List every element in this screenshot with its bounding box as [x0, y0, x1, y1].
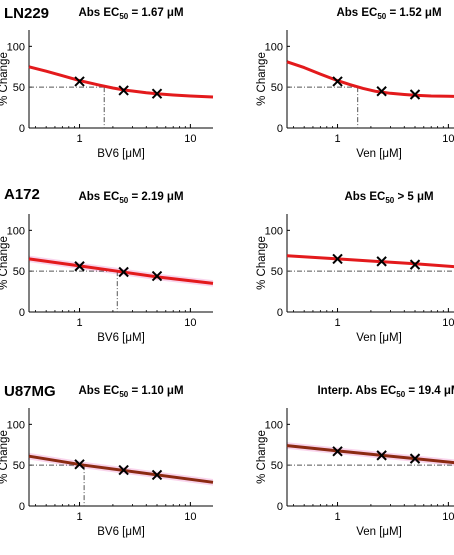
x-tick-label: 10 — [442, 133, 454, 145]
data-point-marker — [332, 446, 343, 457]
data-point-marker — [74, 76, 85, 87]
data-point-marker — [409, 89, 421, 100]
chart-title-suffix: = 19.4 μM — [405, 385, 454, 397]
chart-title: Abs EC50 = 2.19 μM — [78, 191, 183, 205]
data-point-marker — [376, 256, 387, 267]
y-tick-label: 0 — [277, 123, 283, 135]
chart-title: Interp. Abs EC50 = 19.4 μM — [317, 385, 454, 399]
y-tick-label: 100 — [7, 41, 25, 53]
x-tick-label: 10 — [184, 511, 196, 523]
y-tick-label: 0 — [277, 501, 283, 513]
y-tick-label: 100 — [265, 419, 283, 431]
fit-curve — [286, 254, 454, 269]
y-tick-label: 50 — [13, 266, 25, 278]
y-tick-label: 50 — [13, 82, 25, 94]
chart-title-subscript: 50 — [119, 12, 128, 21]
chart-title: Abs EC50 = 1.10 μM — [78, 385, 183, 399]
data-point-marker — [151, 88, 163, 99]
x-axis-label: BV6 [μM] — [97, 332, 145, 344]
y-tick-label: 100 — [265, 41, 283, 53]
chart-title-subscript: 50 — [385, 196, 394, 205]
chart-title-suffix: = 1.10 μM — [128, 385, 183, 397]
chart-title-prefix: Interp. Abs EC — [317, 385, 396, 397]
cell-line-label: LN229 — [4, 5, 49, 22]
chart-title-prefix: Abs EC — [344, 191, 385, 203]
x-axis-label: BV6 [μM] — [97, 148, 145, 160]
data-point-marker — [118, 266, 129, 278]
x-tick-label: 10 — [442, 317, 454, 329]
chart-title-suffix: = 1.52 μM — [386, 7, 441, 19]
chart-title-subscript: 50 — [119, 196, 128, 205]
chart-title-suffix: > 5 μM — [394, 191, 433, 203]
chart-title-subscript: 50 — [377, 12, 386, 21]
x-tick-label: 1 — [334, 133, 340, 145]
y-tick-label: 50 — [271, 460, 283, 472]
y-tick-label: 0 — [19, 501, 25, 513]
fit-curve — [28, 257, 214, 285]
x-tick-label: 1 — [76, 317, 82, 329]
y-axis-label: % Change — [256, 236, 268, 290]
x-tick-label: 1 — [76, 133, 82, 145]
x-tick-label: 10 — [442, 511, 454, 523]
x-axis-label: Ven [μM] — [356, 148, 402, 160]
cell-line-label: U87MG — [4, 383, 56, 400]
y-tick-label: 100 — [7, 225, 25, 237]
data-point-marker — [332, 253, 343, 265]
data-point-marker — [409, 453, 421, 464]
fit-curve — [286, 444, 454, 465]
y-axis-label: % Change — [256, 52, 268, 106]
y-axis-label: % Change — [0, 236, 10, 290]
y-tick-label: 0 — [19, 123, 25, 135]
x-axis-label: BV6 [μM] — [97, 526, 145, 538]
y-tick-label: 50 — [271, 266, 283, 278]
y-tick-label: 100 — [265, 225, 283, 237]
fit-curve — [286, 60, 454, 98]
y-tick-label: 50 — [271, 82, 283, 94]
chart-title: Abs EC50 > 5 μM — [344, 191, 433, 205]
y-axis-label: % Change — [0, 52, 10, 106]
data-point-marker — [376, 86, 387, 97]
chart-title: Abs EC50 = 1.67 μM — [78, 7, 183, 21]
data-point-marker — [409, 259, 421, 270]
y-tick-label: 0 — [277, 307, 283, 319]
data-point-marker — [74, 459, 85, 470]
y-tick-label: 50 — [13, 460, 25, 472]
cell-line-label: A172 — [4, 186, 40, 203]
data-point-marker — [118, 85, 129, 96]
y-axis-label: % Change — [256, 430, 268, 484]
x-axis-label: Ven [μM] — [356, 526, 402, 538]
chart-title-prefix: Abs EC — [78, 191, 119, 203]
data-point-marker — [151, 469, 163, 481]
chart-title-prefix: Abs EC — [336, 7, 377, 19]
data-point-marker — [74, 261, 85, 272]
data-point-marker — [376, 450, 387, 461]
fit-curve — [28, 454, 214, 484]
y-tick-label: 0 — [19, 307, 25, 319]
data-point-marker — [118, 464, 129, 476]
x-tick-label: 10 — [184, 317, 196, 329]
chart-title-prefix: Abs EC — [78, 7, 119, 19]
chart-title-suffix: = 2.19 μM — [128, 191, 183, 203]
x-axis-label: Ven [μM] — [356, 332, 402, 344]
y-tick-label: 100 — [7, 419, 25, 431]
chart-title: Abs EC50 = 1.52 μM — [336, 7, 441, 21]
x-tick-label: 1 — [334, 317, 340, 329]
y-axis-label: % Change — [0, 430, 10, 484]
x-tick-label: 1 — [76, 511, 82, 523]
chart-title-prefix: Abs EC — [78, 385, 119, 397]
data-point-marker — [332, 76, 343, 87]
x-tick-label: 1 — [334, 511, 340, 523]
chart-title-subscript: 50 — [396, 390, 405, 399]
x-tick-label: 10 — [184, 133, 196, 145]
chart-title-subscript: 50 — [119, 390, 128, 399]
chart-title-suffix: = 1.67 μM — [128, 7, 183, 19]
data-point-marker — [151, 270, 163, 282]
